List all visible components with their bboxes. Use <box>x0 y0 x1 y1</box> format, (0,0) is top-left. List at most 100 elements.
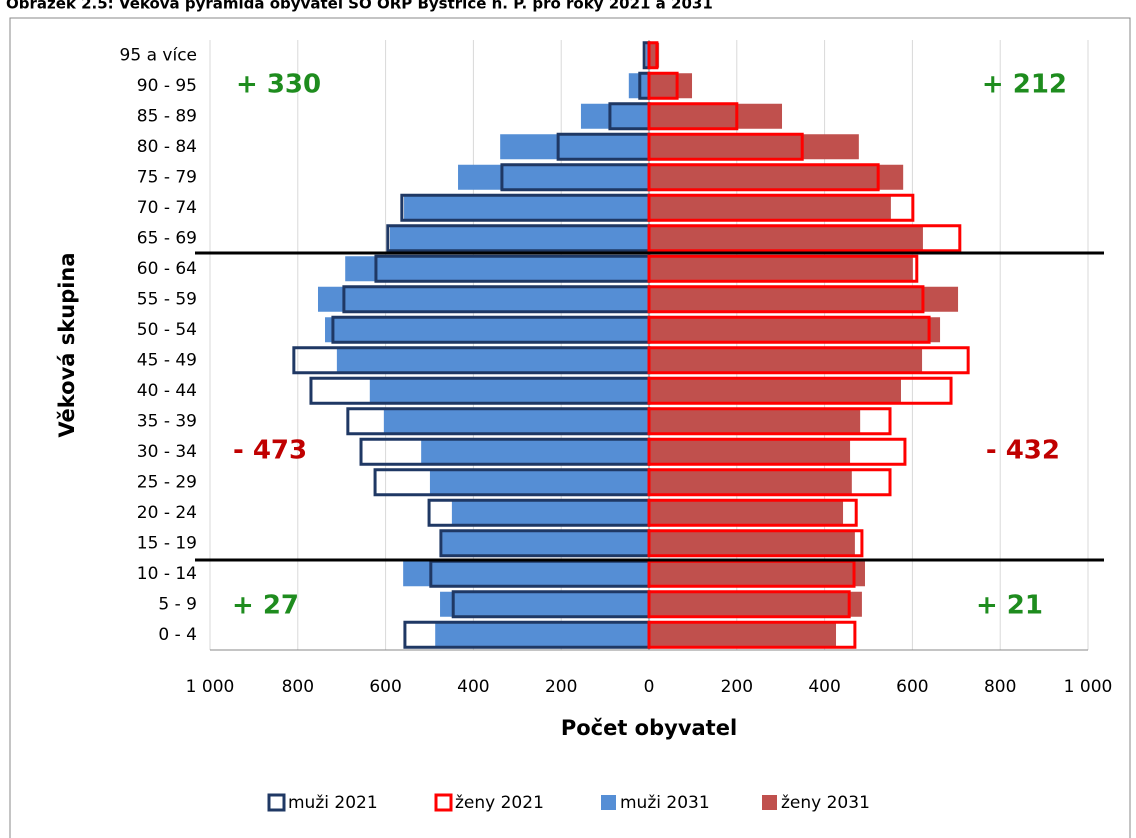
bar <box>451 500 649 526</box>
bar <box>645 42 649 68</box>
x-tick-label: 200 <box>545 677 577 697</box>
bar <box>647 71 679 100</box>
bar <box>325 317 649 343</box>
chart-title: Obrázek 2.5: Věková pyramida obyvatel SO… <box>6 0 713 13</box>
y-tick-label: 5 - 9 <box>158 594 197 614</box>
bar <box>403 561 649 587</box>
y-tick-label: 50 - 54 <box>137 320 197 340</box>
bar <box>647 315 931 344</box>
x-axis-label: Počet obyvatel <box>561 716 737 740</box>
bar <box>649 134 859 160</box>
bar <box>649 42 660 68</box>
bar <box>404 195 649 221</box>
bar <box>649 622 837 648</box>
bar <box>500 134 649 160</box>
legend-marker <box>267 793 286 812</box>
x-tick-label: 1 000 <box>186 677 235 697</box>
legend-marker <box>601 795 616 810</box>
y-axis-label: Věková skupina <box>55 252 79 437</box>
annotation: - 473 <box>233 436 307 466</box>
bar <box>649 73 693 99</box>
annotation: + 212 <box>982 70 1067 100</box>
x-tick-label: 600 <box>369 677 401 697</box>
legend-label: muži 2031 <box>620 793 710 813</box>
bar <box>647 132 804 161</box>
bar <box>369 378 649 404</box>
legend-label: muži 2021 <box>288 793 378 813</box>
bar <box>649 530 855 556</box>
annotation: + 27 <box>232 591 299 621</box>
y-tick-label: 15 - 19 <box>137 533 197 553</box>
bar <box>647 102 739 131</box>
bar <box>647 193 915 222</box>
bar <box>317 286 649 312</box>
bar <box>647 376 953 405</box>
y-tick-label: 25 - 29 <box>137 472 197 492</box>
bar <box>647 529 864 558</box>
bar <box>647 437 907 466</box>
bar <box>647 468 892 497</box>
bar <box>383 408 649 434</box>
bar <box>649 500 844 526</box>
annotation: + 330 <box>236 70 321 100</box>
bar <box>649 225 923 251</box>
bar <box>440 591 649 617</box>
legend-label: ženy 2021 <box>455 793 544 813</box>
bar <box>345 256 649 282</box>
bar <box>649 439 851 465</box>
bar <box>647 498 858 527</box>
bar <box>649 378 901 404</box>
y-tick-label: 45 - 49 <box>137 350 197 370</box>
y-tick-label: 60 - 64 <box>137 259 197 279</box>
bar <box>647 620 857 649</box>
y-tick-label: 95 a více <box>120 45 197 65</box>
x-tick-label: 800 <box>282 677 314 697</box>
bar <box>647 41 659 70</box>
bar <box>442 530 649 556</box>
y-tick-label: 0 - 4 <box>158 625 197 645</box>
bar <box>647 346 970 375</box>
bar <box>458 164 649 190</box>
y-tick-label: 90 - 95 <box>137 76 197 96</box>
bar <box>647 254 919 283</box>
x-tick-label: 1 000 <box>1064 677 1113 697</box>
bar <box>649 164 904 190</box>
bar <box>649 256 913 282</box>
y-tick-label: 30 - 34 <box>137 442 197 462</box>
y-tick-label: 85 - 89 <box>137 106 197 126</box>
bar <box>429 469 649 495</box>
bar <box>649 286 959 312</box>
legend-marker <box>434 793 453 812</box>
y-tick-label: 20 - 24 <box>137 503 197 523</box>
x-tick-label: 800 <box>984 677 1016 697</box>
x-tick-label: 600 <box>896 677 928 697</box>
bar <box>649 195 891 221</box>
bar <box>421 439 649 465</box>
x-tick-label: 0 <box>644 677 655 697</box>
annotation: - 432 <box>986 436 1060 466</box>
y-tick-label: 10 - 14 <box>137 564 197 584</box>
bar <box>649 347 923 373</box>
bar <box>389 225 649 251</box>
x-tick-label: 400 <box>808 677 840 697</box>
bar <box>649 469 852 495</box>
bar <box>435 622 649 648</box>
bar <box>649 103 783 129</box>
bar <box>647 285 925 314</box>
x-tick-label: 200 <box>721 677 753 697</box>
legend-marker <box>762 795 777 810</box>
y-tick-label: 80 - 84 <box>137 137 197 157</box>
x-tick-label: 400 <box>457 677 489 697</box>
y-tick-label: 40 - 44 <box>137 381 197 401</box>
bar <box>336 347 649 373</box>
annotation: + 21 <box>976 591 1043 621</box>
bar <box>649 591 862 617</box>
y-tick-label: 75 - 79 <box>137 167 197 187</box>
bar <box>649 561 865 587</box>
bar <box>647 224 962 253</box>
y-tick-label: 65 - 69 <box>137 228 197 248</box>
bar <box>649 317 941 343</box>
bar <box>649 408 861 434</box>
legend-label: ženy 2031 <box>781 793 870 813</box>
